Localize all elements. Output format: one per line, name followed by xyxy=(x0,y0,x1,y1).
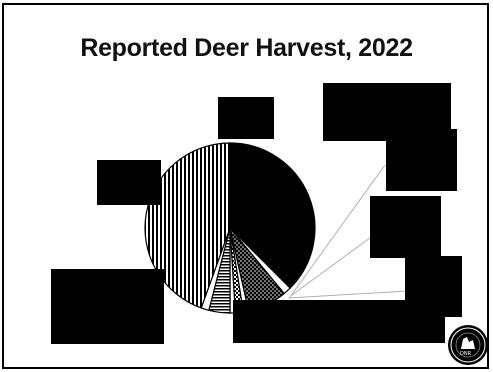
redacted-label-block xyxy=(218,97,274,139)
svg-text:DNR: DNR xyxy=(460,351,472,357)
michigan-dnr-seal-icon: DNR xyxy=(448,325,488,365)
leader-line-2 xyxy=(291,231,379,296)
leader-line-1 xyxy=(289,164,386,298)
redacted-label-block xyxy=(51,269,164,344)
pie-slice-solid-black xyxy=(229,142,316,289)
redacted-label-block xyxy=(370,196,441,258)
redacted-label-block xyxy=(97,160,161,205)
pie-slice-vertical-stripes xyxy=(144,142,231,309)
redacted-label-block xyxy=(233,300,445,343)
leader-line-3 xyxy=(287,290,409,299)
pie-slices xyxy=(144,142,316,314)
redacted-label-block xyxy=(386,129,457,191)
chart-title: Reported Deer Harvest, 2022 xyxy=(80,34,413,62)
